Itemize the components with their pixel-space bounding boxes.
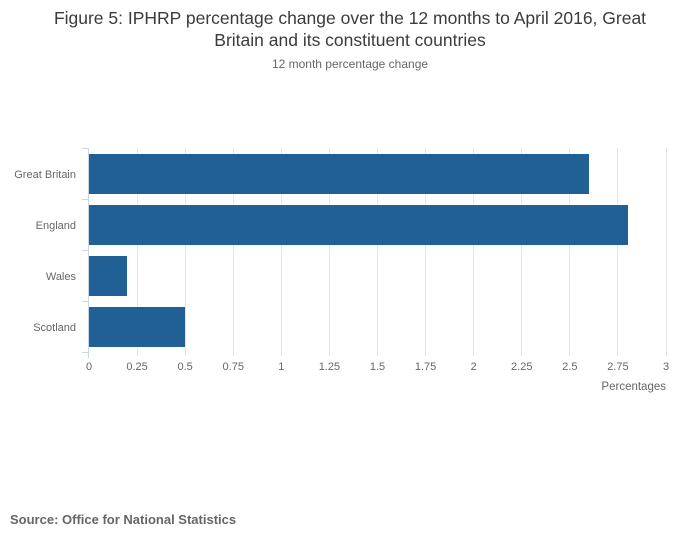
source-note: Source: Office for National Statistics	[10, 512, 237, 527]
x-axis-tick-mark	[473, 352, 475, 356]
x-axis-tick-mark	[665, 352, 667, 356]
category-axis-tick-mark	[82, 148, 88, 149]
category-axis-line	[88, 148, 89, 358]
x-axis-tick-label: 3	[662, 361, 670, 373]
category-label-england: England	[35, 220, 76, 232]
x-axis-tick-mark	[569, 352, 571, 356]
x-axis-tick-mark	[617, 352, 619, 356]
gridline	[184, 148, 186, 352]
category-axis-tick-mark	[82, 250, 88, 251]
x-axis-tick-mark	[232, 352, 234, 356]
category-axis-tick-mark	[82, 352, 88, 353]
x-axis-tick-mark	[280, 352, 282, 356]
chart-title: Figure 5: IPHRP percentage change over t…	[53, 8, 647, 50]
chart-subtitle: 12 month percentage change	[271, 57, 429, 71]
x-axis-tick-mark	[425, 352, 427, 356]
bar-england[interactable]	[89, 204, 628, 245]
x-axis-tick-mark	[521, 352, 523, 356]
x-axis-tick-label: 0.25	[126, 361, 148, 373]
category-axis-tick-mark	[82, 301, 88, 302]
category-label-wales: Wales	[45, 271, 76, 283]
gridline	[425, 148, 427, 352]
gridline	[617, 148, 619, 352]
x-axis-tick-label: 0.5	[177, 361, 193, 373]
x-axis-tick-label: 1.25	[318, 361, 341, 373]
plot-area: 0 0.25 0.5 0.75 1 1.25 1.5 1.75 2 2.25 2.5 2.75 3 Gre…	[14, 148, 669, 373]
category-axis-tick-mark	[82, 199, 88, 200]
bar-scotland[interactable]	[89, 306, 186, 347]
x-axis-tick-mark	[328, 352, 330, 356]
x-axis-tick-label: 1	[278, 361, 285, 373]
gridline	[569, 148, 571, 352]
x-axis-tick-mark	[136, 352, 138, 356]
gridline	[232, 148, 234, 352]
x-axis-tick-label: 1.5	[369, 361, 386, 373]
gridline	[665, 148, 667, 352]
x-axis-tick-label: 2	[470, 361, 477, 373]
bar-great-britain[interactable]	[89, 153, 590, 194]
gridline	[473, 148, 475, 352]
x-axis-tick-mark	[184, 352, 186, 356]
gridline	[521, 148, 523, 352]
bar-wales[interactable]	[89, 255, 128, 296]
x-axis-tick-label: 2.5	[562, 361, 578, 373]
gridline	[377, 148, 378, 352]
x-axis-tick-label: 0	[85, 361, 93, 373]
x-axis-title: Percentages	[601, 381, 666, 393]
x-axis-tick-label: 1.75	[414, 361, 437, 373]
x-axis-tick-label: 0.75	[222, 361, 244, 373]
gridline	[280, 148, 282, 352]
gridline	[136, 148, 138, 352]
category-label-scotland: Scotland	[33, 322, 76, 334]
category-label-great-britain: Great Britain	[14, 169, 76, 181]
x-axis-tick-label: 2.25	[511, 361, 533, 373]
gridline	[328, 148, 330, 352]
x-axis-tick-label: 2.75	[607, 361, 629, 373]
x-axis-tick-mark	[377, 352, 378, 356]
